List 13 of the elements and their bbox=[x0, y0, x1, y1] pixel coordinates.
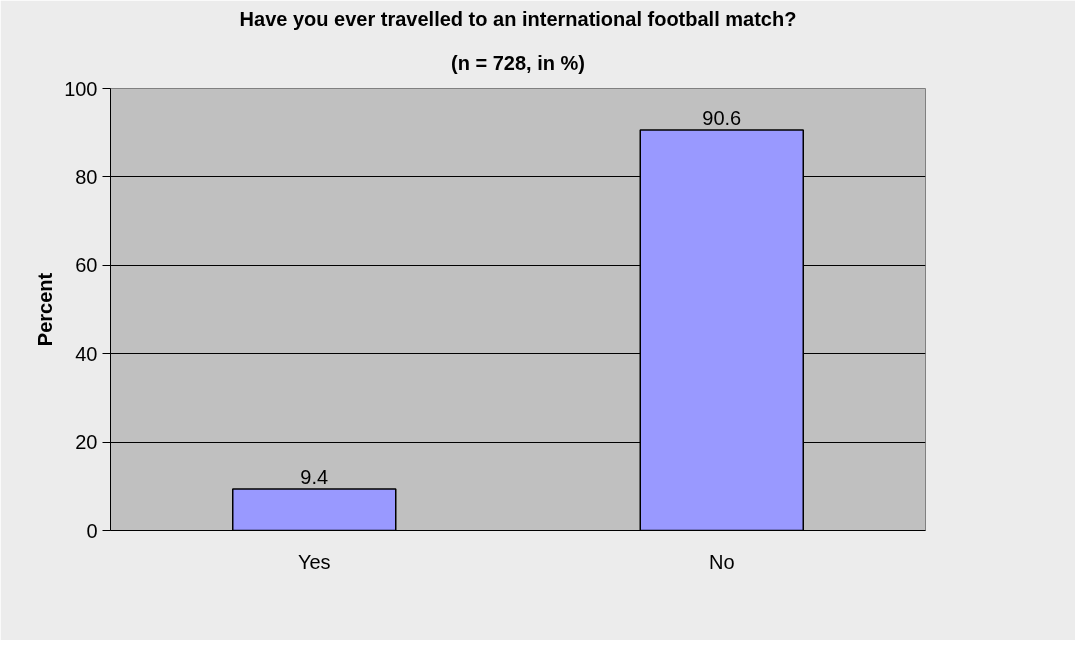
y-axis-title: Percent bbox=[34, 272, 57, 347]
chart-title: Have you ever travelled to an international football match? bbox=[239, 7, 797, 30]
chart-subtitle: (n = 728, in %) bbox=[451, 51, 585, 74]
x-tick-label: No bbox=[708, 550, 735, 573]
y-tick-label: 60 bbox=[75, 254, 98, 277]
x-tick-label: Yes bbox=[297, 550, 331, 573]
data-label: 90.6 bbox=[702, 107, 742, 130]
data-label: 9.4 bbox=[300, 465, 329, 488]
y-tick-label: 20 bbox=[75, 431, 98, 454]
y-tick-label: 40 bbox=[75, 342, 98, 365]
y-tick-label: 100 bbox=[64, 77, 98, 100]
y-tick-label: 80 bbox=[75, 165, 98, 188]
y-tick-label: 0 bbox=[86, 519, 98, 542]
